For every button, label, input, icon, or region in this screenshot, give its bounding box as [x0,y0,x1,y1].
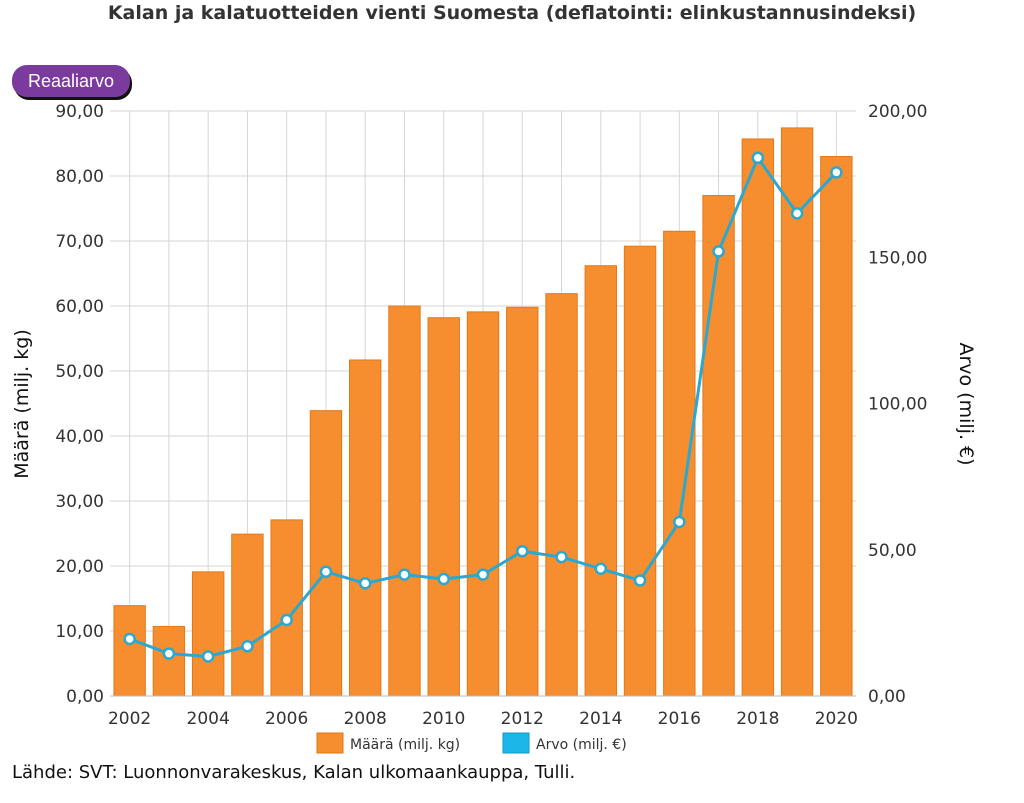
bar-2017 [702,195,735,697]
y-axis-left-title: Määrä (milj. kg) [11,329,33,479]
real-value-button[interactable]: Reaaliarvo [12,65,130,97]
point-2007 [319,565,333,578]
legend-label-maara: Määrä (milj. kg) [350,737,460,753]
bar-2007 [309,410,343,697]
point-2006 [280,613,293,627]
axes: 0,00 10,00 20,00 30,00 40,00 50,00 60,00 70,00 8… [55,102,927,729]
y-tick-label-left: 30,00 [55,492,104,512]
point-2019 [790,207,804,220]
point-2017 [712,245,725,258]
point-2013 [555,550,568,564]
point-2008 [358,577,372,590]
y-tick-label-left: 10,00 [55,622,104,642]
bar-2019 [780,127,814,697]
y-tick-label-right: 50,00 [868,541,917,561]
point-2020 [830,166,843,179]
x-tick-label: 2012 [501,709,544,729]
bar-2006 [270,519,303,697]
legend: Määrä (milj. kg) Arvo (milj. €) [316,732,627,754]
bar-2014 [584,265,617,697]
x-tick-label: 2004 [187,709,230,729]
legend-label-arvo: Arvo (milj. €) [536,737,627,753]
source-note: Lähde: SVT: Luonnonvarakeskus, Kalan ulk… [12,762,576,783]
point-2002 [123,632,136,646]
bar-2011 [466,311,500,697]
point-2004 [201,650,215,663]
point-2010 [437,572,450,586]
point-2016 [673,515,686,529]
y-tick-label-right: 0,00 [868,687,906,707]
y-tick-label-left: 90,00 [55,102,104,122]
y-tick-label-left: 0,00 [66,687,104,707]
chart: 0,00 10,00 20,00 30,00 40,00 50,00 60,00 70,00 8… [11,102,977,754]
y-tick-label-right: 200,00 [868,102,927,122]
bar-2008 [349,359,382,697]
bar-2005 [231,533,264,697]
x-tick-label: 2018 [736,709,779,729]
y-tick-label-left: 50,00 [55,362,104,382]
x-tick-label: 2014 [579,709,622,729]
y-tick-label-left: 80,00 [55,167,104,187]
bar-2009 [388,305,421,697]
y-axis-right-title: Arvo (milj. €) [955,342,977,465]
chart-title: Kalan ja kalatuotteiden vienti Suomesta … [107,2,917,24]
bar-2012 [506,306,539,697]
bar-2010 [427,317,460,697]
x-tick-label: 2002 [108,709,151,729]
x-tick-label: 2020 [815,709,858,729]
bar-2004 [191,571,225,697]
y-tick-label-left: 20,00 [55,557,104,577]
y-tick-label-right: 150,00 [868,248,927,268]
point-2014 [594,562,608,576]
y-tick-label-left: 70,00 [55,232,104,252]
bar-2018 [741,138,775,697]
point-2003 [162,647,176,660]
legend-swatch-arvo [502,732,530,754]
line-series [123,151,843,663]
x-tick-label: 2006 [265,709,308,729]
point-2015 [633,574,647,587]
bar-2016 [663,230,696,697]
x-tick-label: 2008 [344,709,387,729]
point-2018 [751,151,765,165]
point-2005 [241,640,254,653]
bar-series [113,127,853,697]
x-tick-label: 2016 [658,709,701,729]
bar-2003 [152,625,186,697]
y-tick-label-left: 60,00 [55,297,104,317]
bar-2002 [113,605,146,697]
y-tick-label-right: 100,00 [868,395,927,415]
y-tick-label-left: 40,00 [55,427,104,447]
x-tick-label: 2010 [422,709,465,729]
point-2012 [516,544,529,558]
point-2009 [398,568,411,581]
legend-swatch-maara [316,732,344,754]
bar-2015 [623,245,657,697]
bar-2020 [820,156,853,697]
point-2011 [476,568,490,581]
bar-2013 [545,293,578,697]
